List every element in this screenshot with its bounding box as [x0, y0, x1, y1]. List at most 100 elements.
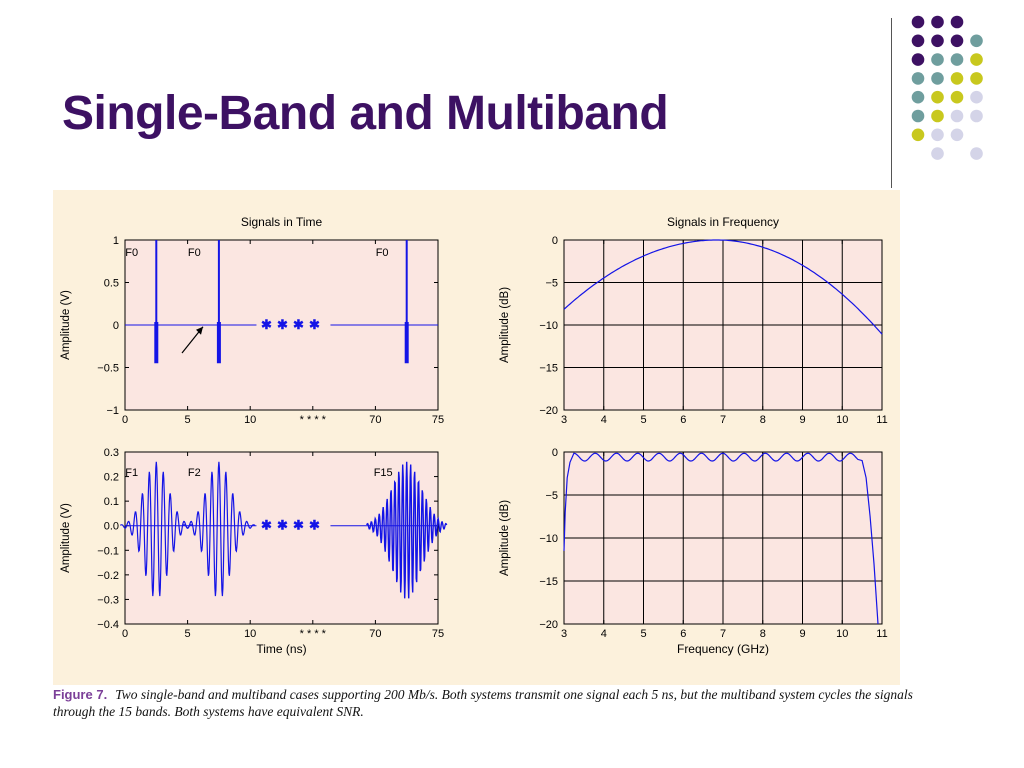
x-tick-label: 8: [760, 628, 766, 640]
decorative-divider: [891, 18, 892, 188]
gap-marker: ✱: [277, 317, 288, 332]
figure-caption: Figure 7. Two single-band and multiband c…: [53, 686, 913, 720]
x-tick-label: 11: [876, 628, 887, 640]
pulse-label: F0: [376, 247, 389, 259]
decorative-dot: [931, 147, 944, 160]
y-axis-label: Amplitude (V): [60, 290, 72, 360]
x-tick-label: 5: [640, 414, 646, 426]
y-tick-label: −15: [539, 363, 558, 375]
gap-marker: ✱: [261, 317, 272, 332]
decorative-dot: [931, 15, 944, 29]
decorative-dot: [970, 109, 983, 123]
decorative-dot: [950, 128, 964, 142]
decorative-dot: [970, 53, 983, 66]
x-tick-label: 7: [720, 414, 726, 426]
pulse-label: F0: [125, 247, 138, 259]
x-tick-label: 70: [369, 628, 381, 640]
y-tick-label: −20: [539, 405, 558, 417]
pulse-label: F0: [188, 247, 201, 259]
y-tick-label: −1: [106, 405, 119, 417]
chart-freq-multi: 0 −5 −10 −15 −203 4 5 6 7 8 9 10 11 Amplitude (dB) Fre…: [499, 447, 888, 656]
x-tick-label: 0: [122, 414, 128, 426]
x-tick-label: 9: [799, 628, 805, 640]
slide-title: Single-Band and Multiband: [62, 87, 669, 140]
x-tick-label: * * * *: [300, 628, 327, 640]
y-tick-label: 0: [552, 235, 558, 247]
decorative-dot: [911, 109, 925, 123]
decorative-dot: [970, 34, 983, 48]
decorative-dot: [970, 90, 983, 104]
x-tick-label: 4: [601, 628, 607, 640]
x-tick-label: 10: [244, 414, 256, 426]
x-tick-label: 3: [561, 628, 567, 640]
burst-label: F2: [188, 467, 201, 479]
x-tick-label: 10: [836, 414, 848, 426]
decorative-dot: [911, 34, 925, 48]
chart-title: Signals in Frequency: [667, 215, 779, 229]
decorative-dot: [950, 90, 964, 104]
decorative-dot: [911, 15, 925, 29]
x-axis-label: Frequency (GHz): [677, 642, 769, 656]
x-tick-label: 5: [185, 414, 191, 426]
x-tick-label: 6: [680, 414, 686, 426]
pulse-trough: [404, 322, 409, 364]
y-axis-label: Amplitude (dB): [499, 287, 511, 363]
decorative-dot: [911, 128, 925, 142]
gap-marker: ✱: [293, 317, 304, 332]
x-tick-label: 75: [432, 628, 444, 640]
x-tick-label: 10: [244, 628, 256, 640]
y-tick-label: −0.1: [97, 545, 119, 557]
decorative-dot: [950, 53, 964, 66]
pulse-trough: [154, 322, 159, 364]
gap-marker: ✱: [261, 518, 272, 533]
burst-waveform: [119, 461, 193, 597]
x-tick-label: 5: [185, 628, 191, 640]
spectrum-line: [563, 452, 879, 625]
x-axis-label: Time (ns): [256, 642, 306, 656]
decorative-dot: [950, 15, 964, 29]
decorative-dot: [950, 109, 964, 123]
x-tick-label: 9: [799, 414, 805, 426]
burst-label: F15: [374, 467, 393, 479]
decorative-dot: [970, 72, 983, 85]
decorative-dot: [950, 72, 964, 85]
burst-label: F1: [125, 467, 138, 479]
y-tick-label: −20: [539, 619, 558, 631]
y-tick-label: −0.2: [97, 570, 119, 582]
spectrum-line: [563, 239, 883, 335]
chart-time-multi: 0.3 0.2 0.1 0.0 −0.1 −0.2 −0.3 −0.40 5 10 * * * * 7…: [60, 447, 448, 656]
y-tick-label: 0.0: [104, 521, 119, 533]
decorative-dot-grid: [911, 15, 983, 160]
burst-waveform: [182, 461, 256, 597]
y-tick-label: 0.5: [104, 278, 119, 290]
y-tick-label: −0.4: [97, 619, 119, 631]
decorative-dot: [911, 90, 925, 104]
decorative-dot: [931, 90, 944, 104]
decorative-dot: [931, 53, 944, 66]
y-axis-label: Amplitude (V): [60, 503, 72, 573]
y-tick-label: 0.2: [104, 472, 119, 484]
x-tick-label: 70: [369, 414, 381, 426]
x-tick-label: 11: [876, 414, 887, 426]
decorative-dot: [911, 72, 925, 85]
x-tick-label: 0: [122, 628, 128, 640]
y-tick-label: −10: [539, 320, 558, 332]
gap-marker: ✱: [277, 518, 288, 533]
x-tick-label: 3: [561, 414, 567, 426]
decorative-dot: [911, 53, 925, 66]
y-tick-label: −5: [545, 490, 558, 502]
decorative-dot: [931, 34, 944, 48]
y-tick-label: 0: [113, 320, 119, 332]
y-tick-label: −15: [539, 576, 558, 588]
gap-marker: ✱: [309, 518, 320, 533]
caption-text: Two single-band and multiband cases supp…: [53, 687, 913, 719]
x-tick-label: 4: [601, 414, 607, 426]
decorative-dot: [970, 147, 983, 160]
decorative-dot: [931, 109, 944, 123]
decorative-dot: [931, 128, 944, 142]
gap-marker: ✱: [309, 317, 320, 332]
x-tick-label: 8: [760, 414, 766, 426]
x-tick-label: 75: [432, 414, 444, 426]
